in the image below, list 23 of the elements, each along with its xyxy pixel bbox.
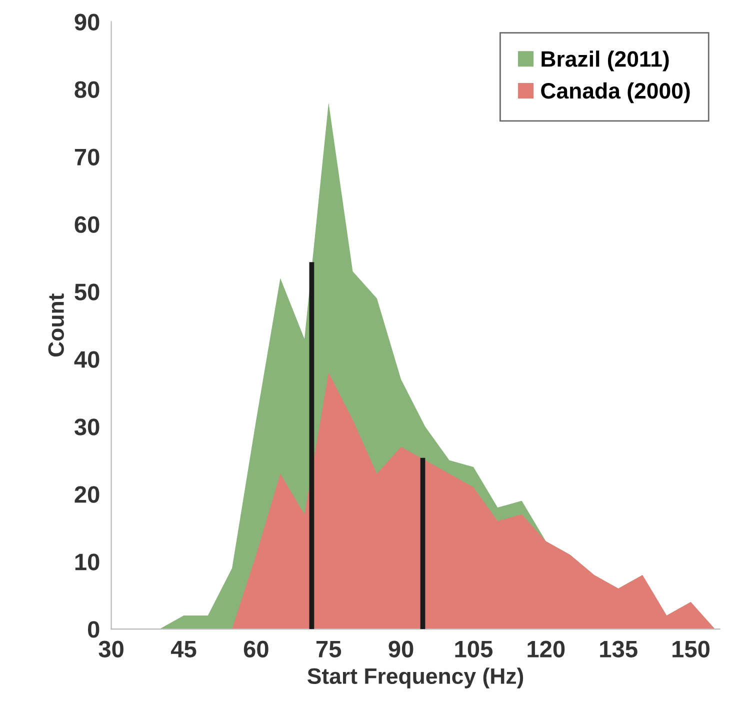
x-tick-label: 90	[388, 640, 414, 658]
y-tick-label: 40	[74, 351, 100, 368]
y-tick-label: 50	[74, 284, 100, 300]
y-tick-label: 30	[74, 418, 100, 436]
x-tick-label: 60	[244, 640, 268, 658]
x-tick-label: 150	[672, 640, 710, 658]
y-tick-label: 80	[74, 81, 100, 98]
y-tick-label: 10	[75, 554, 100, 570]
y-tick-label: 90	[74, 14, 100, 30]
y-tick-label: 20	[74, 486, 100, 503]
x-tick-label: 120	[528, 640, 565, 658]
x-tick-label: 30	[98, 640, 124, 658]
y-tick-label: 60	[74, 216, 100, 233]
x-tick-label: 45	[170, 640, 196, 658]
x-tick-label: 75	[316, 640, 342, 658]
legend-label: Canada (2000)	[541, 82, 690, 104]
x-tick-label: 135	[600, 640, 638, 658]
y-tick-label: 0	[88, 621, 100, 638]
y-axis-title: Count	[48, 294, 64, 357]
x-axis-title: Start Frequency (Hz)	[308, 668, 524, 688]
y-tick-label: 70	[74, 148, 100, 166]
x-tick-label: 105	[455, 640, 493, 658]
legend-label: Brazil (2011)	[542, 50, 669, 72]
